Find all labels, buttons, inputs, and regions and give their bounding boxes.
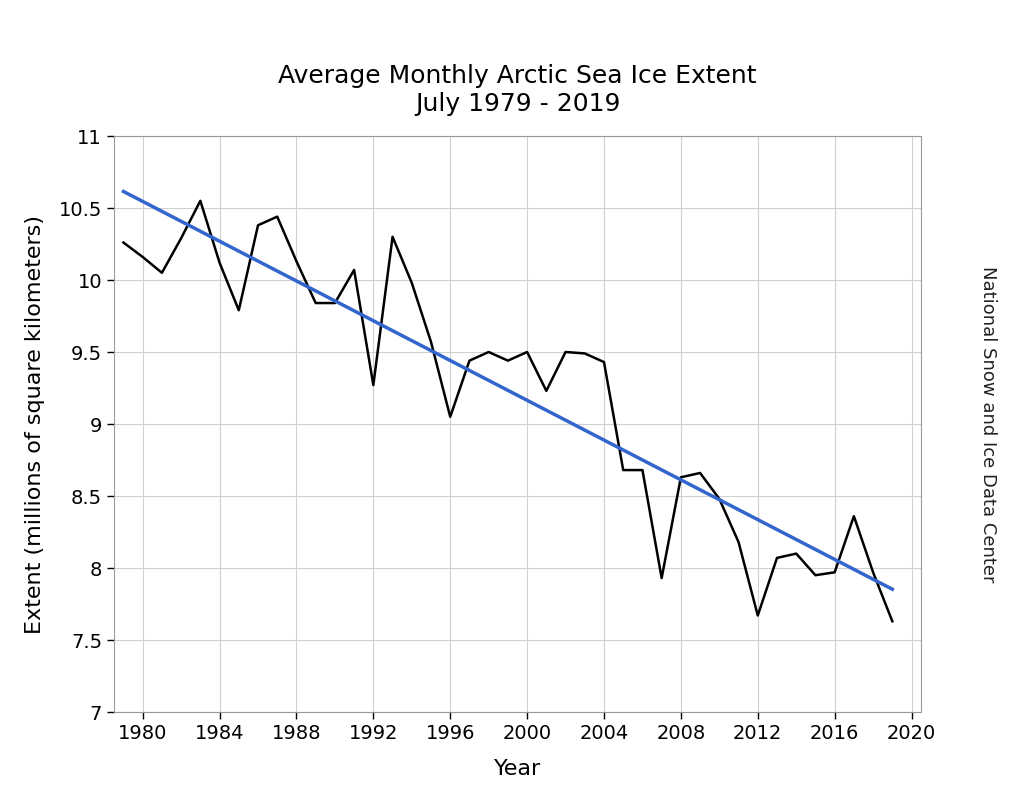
Y-axis label: Extent (millions of square kilometers): Extent (millions of square kilometers): [25, 214, 45, 634]
Title: Average Monthly Arctic Sea Ice Extent
July 1979 - 2019: Average Monthly Arctic Sea Ice Extent Ju…: [278, 64, 757, 116]
Text: National Snow and Ice Data Center: National Snow and Ice Data Center: [979, 266, 998, 582]
X-axis label: Year: Year: [494, 759, 541, 779]
